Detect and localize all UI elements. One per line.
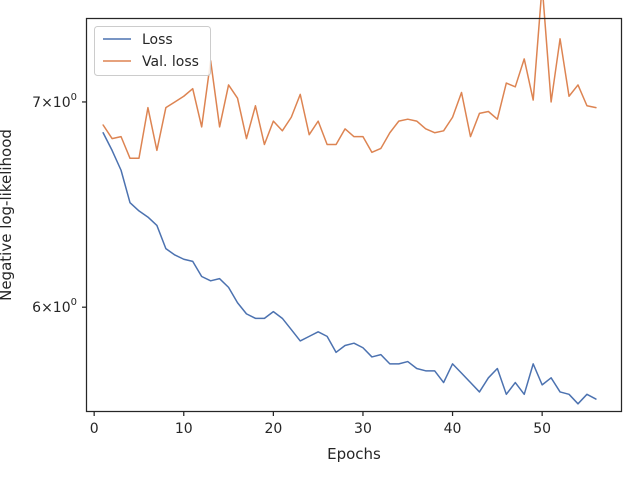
- y-tick-mantissa: 6: [32, 300, 41, 316]
- plot-lines: [102, 0, 597, 405]
- y-tick-separator: ×10: [41, 300, 71, 316]
- x-axis-label: Epochs: [327, 445, 381, 463]
- legend-label: Loss: [142, 32, 173, 48]
- y-tick-label: 6×100: [32, 297, 77, 316]
- y-axis-label: Negative log-likelihood: [0, 129, 15, 301]
- plot-frame: [85, 17, 623, 413]
- x-tick-label: 20: [264, 421, 282, 437]
- x-tick-label: 30: [354, 421, 372, 437]
- x-tick-label: 0: [90, 421, 99, 437]
- series-line-val-loss: [102, 0, 597, 160]
- x-tick-label: 10: [175, 421, 193, 437]
- series-line-loss: [102, 131, 597, 405]
- x-tick-label: 50: [533, 421, 551, 437]
- legend: Loss Val. loss: [94, 26, 211, 76]
- y-tick-mantissa: 7: [32, 95, 41, 111]
- x-tick-label: 40: [444, 421, 462, 437]
- y-tick-exponent: 0: [71, 297, 77, 308]
- y-tick-exponent: 0: [71, 92, 77, 103]
- y-tick-separator: ×10: [41, 95, 71, 111]
- y-tick-label: 7×100: [32, 92, 77, 111]
- legend-label: Val. loss: [142, 54, 199, 70]
